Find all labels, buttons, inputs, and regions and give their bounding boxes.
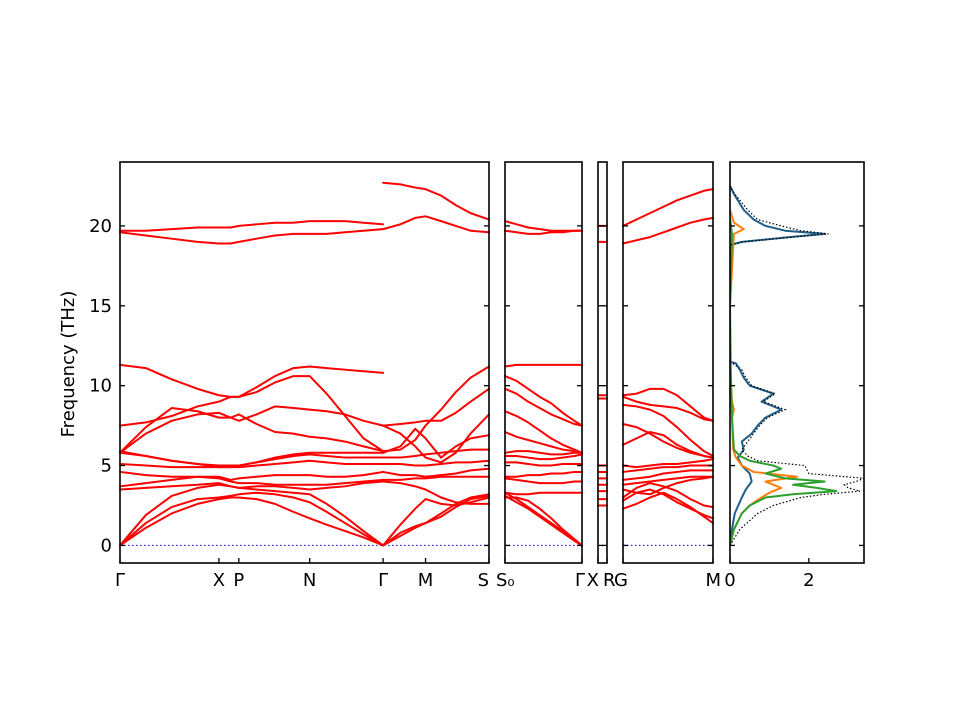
dos-panel-frame [729, 161, 865, 564]
band-line-p4-s1-b5 [622, 475, 714, 486]
band-line-p2-s1-b16 [504, 220, 583, 232]
band-line-p1-s1-b1 [119, 496, 385, 547]
x-tick-label-p1-4: Γ [378, 570, 388, 591]
x-tick-label-p2-1: Γ [575, 570, 585, 591]
band-line-p2-s1-b10 [504, 431, 583, 454]
x-tick-label-p3-0: X [587, 570, 599, 591]
band-line-p2-s1-b8 [504, 453, 583, 461]
band-panel-frame-2 [504, 161, 583, 564]
band-line-p2-s1-b3 [504, 496, 583, 547]
x-tick-label-p1-5: M [418, 570, 434, 591]
dos-x-tick-label-0: 0 [724, 570, 735, 591]
band-line-p1-s2-b14 [382, 181, 490, 221]
band-line-p4-s1-b8 [622, 458, 714, 469]
band-line-p2-s1-b13 [504, 375, 583, 427]
band-line-p2-s1-b5 [504, 477, 583, 485]
x-tick-label-p1-3: N [303, 570, 316, 591]
x-tick-label-p4-0: G [614, 570, 628, 591]
band-line-p2-s1-b14 [504, 363, 583, 368]
band-line-p1-s2-b4 [382, 480, 490, 505]
dos-series-3 [730, 217, 838, 546]
band-line-p4-s1-b3 [622, 482, 714, 509]
dos-series-1 [730, 185, 826, 546]
band-line-p1-s1-b9 [119, 450, 385, 469]
x-tick-label-p1-1: X [213, 570, 225, 591]
band-line-p1-s1-b5 [119, 475, 385, 488]
band-line-p4-s1-b10 [622, 423, 714, 459]
band-line-p1-s2-b5 [382, 475, 490, 481]
band-line-p2-s1-b9 [504, 450, 583, 456]
band-line-p1-s2-b1 [382, 493, 490, 547]
band-line-p4-s1-b13 [622, 387, 714, 422]
band-line-p1-s2-b8 [382, 448, 490, 459]
dos-series-4 [730, 185, 864, 546]
band-line-p1-s2-b6 [382, 467, 490, 478]
band-line-p1-s1-b15 [119, 220, 385, 232]
band-line-p1-s1-b2 [119, 491, 385, 547]
y-tick-label-20: 20 [89, 216, 112, 237]
band-line-p2-s1-b6 [504, 470, 583, 478]
band-line-p4-s1-b15 [622, 188, 714, 227]
band-line-p1-s1-b12 [119, 375, 385, 453]
band-line-p1-s2-b11 [382, 387, 490, 427]
y-axis-label: Frequency (THz) [58, 291, 79, 438]
band-line-p1-s1-b13 [119, 363, 385, 398]
band-line-p1-s1-b4 [119, 480, 385, 491]
band-line-p1-s2-b12 [382, 365, 490, 453]
x-tick-label-p2-0: S₀ [496, 570, 515, 591]
band-line-p4-s1-b7 [622, 464, 714, 473]
band-line-p4-s1-b14 [622, 216, 714, 245]
band-line-p2-s1-b12 [504, 387, 583, 427]
band-line-p2-s1-b4 [504, 491, 583, 496]
band-line-p1-s2-b7 [382, 459, 490, 467]
band-panel-frame-1 [119, 161, 490, 564]
x-tick-label-p3-1: R [603, 570, 616, 591]
y-tick-label-15: 15 [89, 296, 112, 317]
band-line-p2-s1-b11 [504, 410, 583, 454]
x-tick-label-p4-1: M [705, 570, 721, 591]
band-line-p1-s2-b9 [382, 427, 490, 459]
band-panel-frame-3 [597, 161, 608, 564]
band-line-p1-s2-b10 [382, 413, 490, 464]
band-line-p2-s1-b7 [504, 461, 583, 467]
band-line-p4-s1-b6 [622, 469, 714, 481]
dos-x-tick-label-2: 2 [803, 570, 814, 591]
band-line-p1-s1-b14 [119, 228, 385, 245]
band-panel-frame-4 [622, 161, 714, 564]
band-line-p4-s1-b4 [622, 475, 714, 496]
x-tick-label-p1-0: Γ [115, 570, 125, 591]
band-line-p4-s1-b11 [622, 403, 714, 457]
band-line-p1-s2-b2 [382, 494, 490, 547]
band-line-p2-s1-b2 [504, 491, 583, 547]
band-line-p4-s1-b12 [622, 395, 714, 422]
y-tick-label-0: 0 [101, 535, 112, 556]
band-panel-2: S₀ Γ [496, 220, 585, 591]
y-tick-label-10: 10 [89, 376, 112, 397]
band-line-p1-s1-b3 [119, 483, 385, 547]
x-tick-label-p1-6: S [478, 570, 489, 591]
y-tick-label-5: 5 [101, 456, 112, 477]
band-line-p1-s1-b7 [119, 459, 385, 469]
band-line-p1-s2-b13 [382, 215, 490, 234]
band-line-p1-s1-b6 [119, 470, 385, 481]
band-line-p1-s1-b10 [119, 407, 385, 454]
band-line-p1-s1-b11 [119, 405, 385, 454]
x-tick-label-p1-2: P [233, 570, 244, 591]
